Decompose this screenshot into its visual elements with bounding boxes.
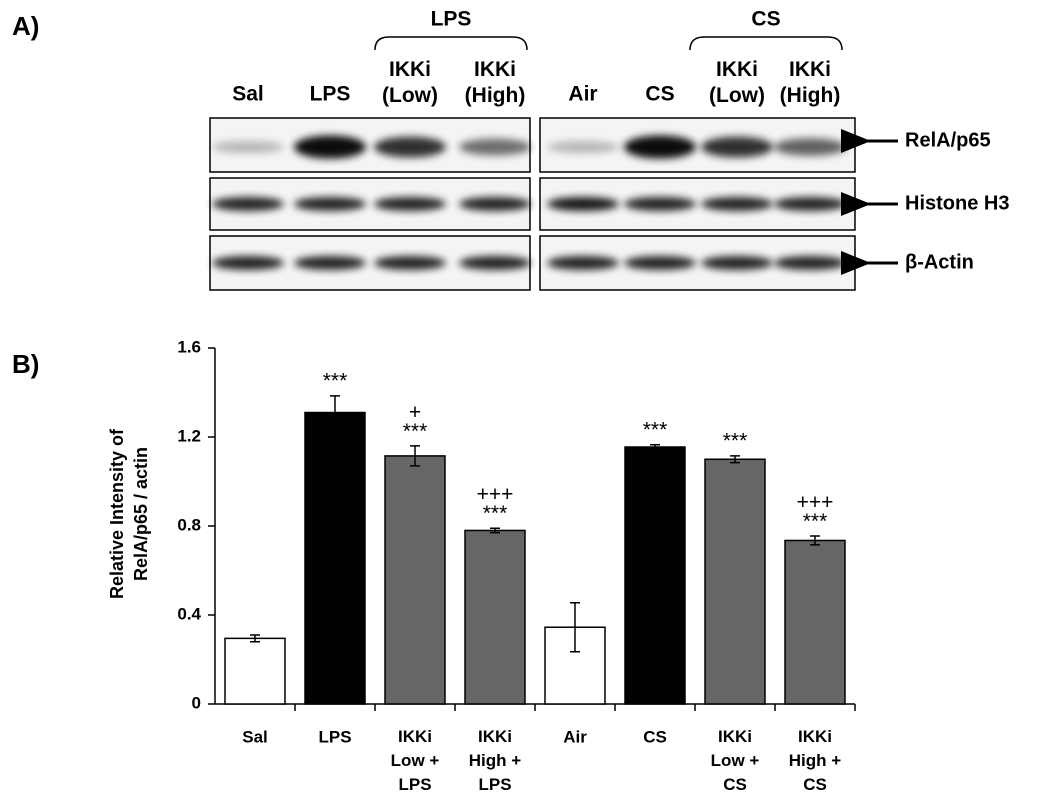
group-label: CS xyxy=(751,8,780,31)
y-tick-label: 0.4 xyxy=(177,604,201,623)
blot-band xyxy=(774,138,846,156)
lane-label: IKKi (Low) xyxy=(382,58,438,107)
blot-band xyxy=(374,256,446,270)
blot-band xyxy=(774,197,846,211)
blot-band xyxy=(624,197,696,211)
error-bar xyxy=(650,444,660,450)
x-tick-label: IKKi High + CS xyxy=(789,727,841,794)
x-tick-label: IKKi High + LPS xyxy=(469,727,521,794)
lane-label: IKKi (High) xyxy=(465,58,526,107)
blot-band xyxy=(547,141,619,153)
group-label: LPS xyxy=(431,8,472,31)
blot-band xyxy=(459,197,531,211)
row-label: β-Actin xyxy=(905,251,974,273)
blot-band xyxy=(547,256,619,270)
x-tick-label: IKKi Low + CS xyxy=(711,727,760,794)
bar xyxy=(624,446,686,705)
lane-label: Air xyxy=(568,83,597,106)
bar xyxy=(784,539,846,705)
significance-label: + *** xyxy=(403,400,428,442)
blot-band xyxy=(374,136,446,158)
x-tick-label: Air xyxy=(563,727,587,746)
blot-band xyxy=(212,197,284,211)
lane-label: LPS xyxy=(310,83,351,106)
blot-band xyxy=(294,197,366,211)
significance-label: *** xyxy=(323,369,348,392)
y-tick-label: 0.8 xyxy=(177,515,201,534)
bar xyxy=(304,411,366,705)
bar xyxy=(464,529,526,705)
bar xyxy=(224,637,286,705)
row-label: Histone H3 xyxy=(905,192,1009,214)
blot-band xyxy=(701,256,773,270)
blot-band xyxy=(374,197,446,211)
blot-band xyxy=(624,135,696,159)
blot-band xyxy=(459,256,531,270)
blot-band xyxy=(294,135,366,159)
blot-band xyxy=(701,136,773,158)
blot-band xyxy=(624,256,696,270)
error-bar xyxy=(410,445,420,467)
error-bar xyxy=(570,602,580,653)
panel-label: A) xyxy=(12,11,39,41)
blot-band xyxy=(547,197,619,211)
significance-label: +++ *** xyxy=(797,491,834,533)
blot-band xyxy=(212,141,284,153)
blot-band xyxy=(212,256,284,270)
error-bar xyxy=(250,634,260,643)
panel-label: B) xyxy=(12,349,39,379)
blot-band xyxy=(774,256,846,270)
x-tick-label: Sal xyxy=(242,727,268,746)
error-bar xyxy=(490,527,500,534)
y-tick-label: 1.6 xyxy=(177,337,201,356)
x-tick-label: IKKi Low + LPS xyxy=(391,727,440,794)
significance-label: *** xyxy=(643,418,668,441)
x-tick-label: CS xyxy=(643,727,667,746)
bar xyxy=(704,458,766,705)
blot-band xyxy=(459,138,531,156)
error-bar xyxy=(330,395,340,430)
blot-band xyxy=(294,256,366,270)
error-bar xyxy=(730,455,740,464)
row-label: RelA/p65 xyxy=(905,129,991,151)
lane-label: Sal xyxy=(232,83,264,106)
lane-label: IKKi (Low) xyxy=(709,58,765,107)
y-tick-label: 0 xyxy=(192,693,201,712)
significance-label: *** xyxy=(723,429,748,452)
x-tick-label: LPS xyxy=(318,727,351,746)
group-bracket xyxy=(689,36,843,51)
lane-label: CS xyxy=(645,83,674,106)
significance-label: +++ *** xyxy=(477,483,514,525)
bar xyxy=(384,455,446,705)
y-axis-label: Relative Intensity of RelA/p65 / actin xyxy=(107,428,151,599)
y-tick-label: 1.2 xyxy=(177,426,201,445)
lane-label: IKKi (High) xyxy=(780,58,841,107)
error-bar xyxy=(810,535,820,546)
blot-band xyxy=(701,197,773,211)
group-bracket xyxy=(374,36,528,51)
